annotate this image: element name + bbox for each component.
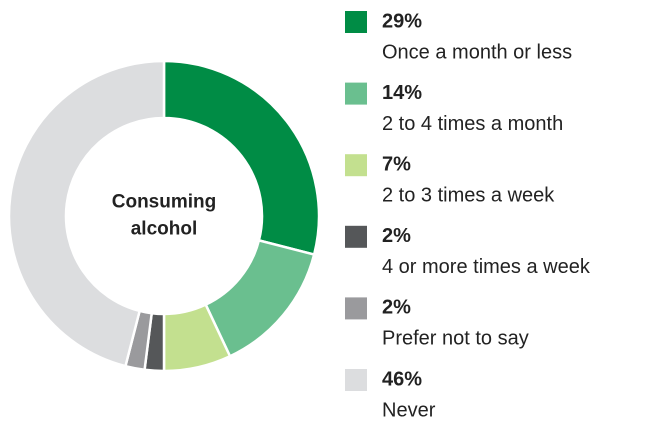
- legend-swatch: [345, 154, 367, 177]
- legend-label: Never: [382, 399, 436, 421]
- legend-swatch: [345, 225, 367, 248]
- legend-value: 7%: [382, 153, 411, 175]
- legend-value: 46%: [382, 368, 422, 390]
- legend-value: 2%: [382, 225, 411, 247]
- legend-value: 14%: [382, 82, 422, 104]
- legend-swatch: [345, 297, 367, 320]
- legend-swatch: [345, 82, 367, 105]
- legend-value: 29%: [382, 10, 422, 32]
- donut-slice: [7, 59, 166, 368]
- legend-swatch: [345, 369, 367, 391]
- legend-value: 2%: [382, 297, 411, 319]
- donut-slice: [162, 59, 321, 257]
- legend-label: 2 to 3 times a week: [382, 184, 555, 206]
- legend-label: 2 to 4 times a month: [382, 113, 563, 135]
- legend-label: Once a month or less: [382, 41, 572, 63]
- legend-label: Prefer not to say: [382, 328, 529, 350]
- legend-swatch: [345, 11, 367, 33]
- legend-label: 4 or more times a week: [382, 256, 591, 278]
- center-label: alcohol: [131, 219, 198, 240]
- center-label: Consuming: [112, 192, 217, 213]
